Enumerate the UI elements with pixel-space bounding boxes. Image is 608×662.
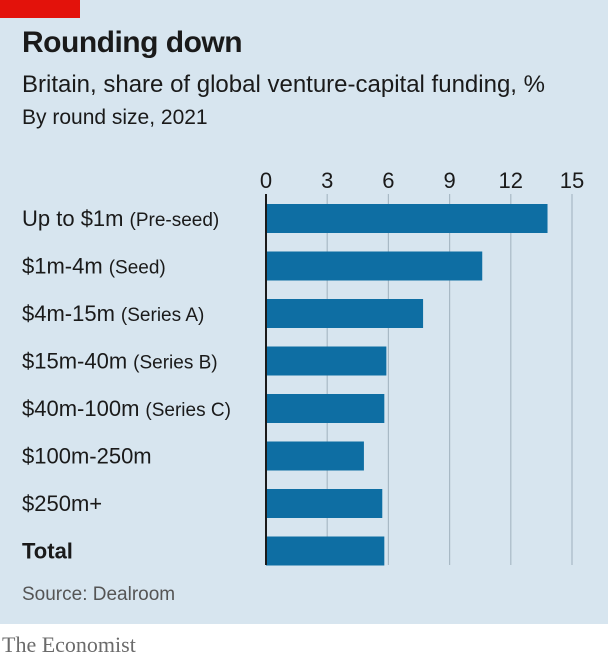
bars	[266, 204, 548, 566]
category-label: $40m-100m (Series C)	[22, 396, 231, 421]
bar	[266, 489, 383, 518]
chart-subtitle: Britain, share of global venture-capital…	[22, 71, 545, 98]
bar	[266, 536, 385, 566]
category-name: $40m-100m	[22, 396, 139, 421]
category-label: $15m-40m (Series B)	[22, 349, 218, 374]
bar-chart: 0 3 6 9 12 15 Up to $1m (Pre-seed) $1m-4m (Seed)…	[22, 168, 584, 566]
x-tick-label: 9	[443, 168, 455, 193]
category-name: Total	[22, 539, 73, 564]
bar	[266, 299, 424, 328]
chart-subtitle-secondary: By round size, 2021	[22, 106, 208, 129]
x-tick-label: 15	[560, 168, 584, 193]
economist-logo: The Economist	[2, 632, 136, 657]
bar	[266, 204, 548, 233]
category-round: (Pre-seed)	[130, 210, 220, 231]
category-label: Total	[22, 539, 73, 564]
chart-title: Rounding down	[22, 26, 243, 59]
category-label: $250m+	[22, 491, 102, 516]
category-name: Up to $1m	[22, 206, 124, 231]
category-round: (Series A)	[121, 305, 204, 326]
x-tick-label: 12	[499, 168, 523, 193]
bar	[266, 251, 483, 281]
category-round: (Series B)	[133, 353, 217, 374]
category-label: $4m-15m (Series A)	[22, 301, 204, 326]
category-round: (Seed)	[109, 258, 166, 279]
category-name: $15m-40m	[22, 349, 127, 374]
bar	[266, 346, 387, 376]
category-name: $1m-4m	[22, 254, 103, 279]
x-tick-label: 6	[382, 168, 394, 193]
x-tick-label: 3	[321, 168, 333, 193]
category-name: $4m-15m	[22, 301, 115, 326]
category-name: $250m+	[22, 491, 102, 516]
x-tick-label: 0	[260, 168, 272, 193]
x-tick-labels: 0 3 6 9 12 15	[260, 168, 584, 193]
category-name: $100m-250m	[22, 444, 152, 469]
category-label: $1m-4m (Seed)	[22, 254, 166, 279]
category-round: (Series C)	[145, 400, 231, 421]
category-label: $100m-250m	[22, 444, 152, 469]
brand-red-tag	[0, 0, 80, 18]
category-labels: Up to $1m (Pre-seed) $1m-4m (Seed) $4m-15m (S…	[22, 206, 231, 564]
bar	[266, 394, 385, 423]
source-note: Source: Dealroom	[22, 584, 176, 605]
bar	[266, 441, 364, 471]
category-label: Up to $1m (Pre-seed)	[22, 206, 219, 231]
